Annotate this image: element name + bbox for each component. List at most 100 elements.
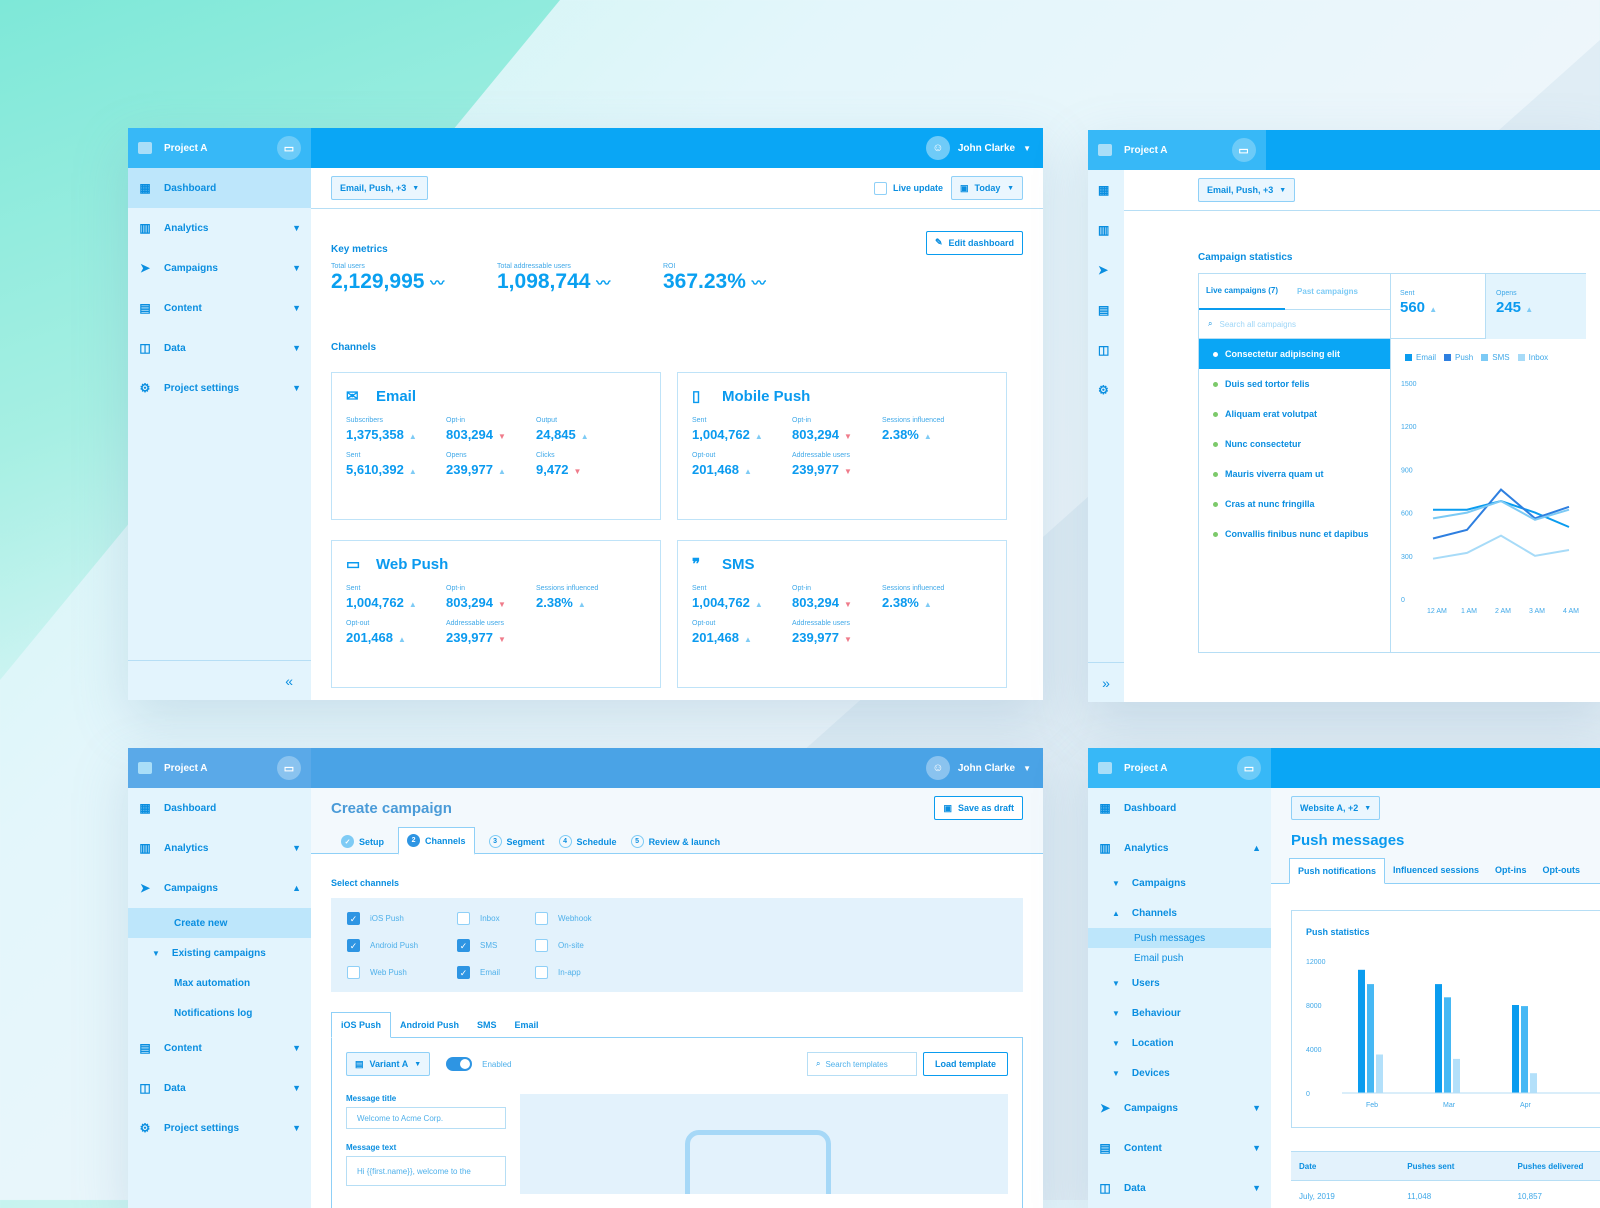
expand-sidebar-button[interactable]: » [1088, 662, 1124, 702]
nav-analytics[interactable]: ▥ Analytics ▲ [1088, 828, 1271, 868]
nav-content[interactable]: ▤ Content ▼ [128, 288, 311, 328]
nav-push-messages[interactable]: Push messages [1088, 928, 1271, 948]
website-filter-dropdown[interactable]: Website A, +2 ▼ [1291, 796, 1381, 820]
nav-analytics[interactable]: ▥ Analytics ▼ [128, 208, 311, 248]
checkbox-checked[interactable]: ✓ [347, 938, 360, 952]
live-update-toggle[interactable]: Live update [873, 181, 943, 195]
enabled-toggle[interactable] [446, 1057, 473, 1071]
channel-option[interactable]: Webhook [535, 910, 635, 926]
nav-analytics-icon[interactable]: ▥ [1088, 210, 1124, 250]
checkbox-unchecked[interactable] [457, 911, 470, 925]
avatar[interactable]: ☺ [925, 756, 950, 780]
step-review-launch[interactable]: 5 Review & launch [630, 829, 720, 854]
channel-option[interactable]: ✓ iOS Push [347, 910, 457, 926]
step-schedule[interactable]: 4 Schedule [558, 829, 617, 854]
column-header[interactable]: Date [1299, 1161, 1317, 1171]
nav-campaigns[interactable]: ➤ Campaigns ▼ [128, 248, 311, 288]
nav-dashboard-icon[interactable]: ▦ [1088, 170, 1124, 210]
nav-data-icon[interactable]: ◫ [1088, 330, 1124, 370]
campaign-list-item[interactable]: Cras at nunc fringilla [1199, 489, 1390, 519]
load-template-button[interactable]: Load template [922, 1052, 1008, 1076]
nav-sub-users[interactable]: ▼ Users [1088, 968, 1271, 998]
column-header[interactable]: Pushes sent [1407, 1161, 1455, 1171]
channel-option[interactable]: On-site [535, 937, 635, 953]
tab-influenced-sessions[interactable]: Influenced sessions [1393, 865, 1480, 875]
channel-option[interactable]: ✓ SMS [457, 937, 535, 953]
channel-filter-dropdown[interactable]: Email, Push, +3 ▼ [1198, 178, 1296, 202]
variant-dropdown[interactable]: ▤ Variant A ▼ [346, 1052, 431, 1076]
column-header[interactable]: Pushes delivered [1517, 1161, 1584, 1171]
campaign-list-item[interactable]: Consectetur adipiscing elit [1199, 339, 1390, 369]
tab-opt-ins[interactable]: Opt-ins [1495, 865, 1527, 875]
campaign-list-item[interactable]: Aliquam erat volutpat [1199, 399, 1390, 429]
campaign-search-input[interactable]: ⌕ Search all campaigns [1199, 310, 1390, 339]
nav-dashboard[interactable]: ▦ Dashboard [128, 788, 311, 828]
nav-sub-devices[interactable]: ▼ Devices [1088, 1058, 1271, 1088]
nav-settings[interactable]: ⚙ Project settings ▼ [128, 1108, 311, 1148]
nav-dashboard[interactable]: ▦ Dashboard [128, 168, 311, 208]
folder-icon[interactable]: ▭ [277, 756, 301, 780]
tab-live-campaigns[interactable]: Live campaigns (7) [1199, 274, 1286, 310]
channel-option[interactable]: ✓ Android Push [347, 937, 457, 953]
nav-content[interactable]: ▤ Content ▼ [1088, 1128, 1271, 1168]
channel-option[interactable]: In-app [535, 964, 635, 980]
tab-past-campaigns[interactable]: Past campaigns [1297, 287, 1358, 296]
channel-option[interactable]: ✓ Email [457, 964, 535, 980]
nav-dashboard[interactable]: ▦ Dashboard [1088, 788, 1271, 828]
live-update-checkbox[interactable] [873, 181, 887, 195]
nav-sub-behaviour[interactable]: ▼ Behaviour [1088, 998, 1271, 1028]
folder-icon[interactable]: ▭ [1237, 756, 1261, 780]
campaign-list-item[interactable]: Mauris viverra quam ut [1199, 459, 1390, 489]
checkbox-checked[interactable]: ✓ [457, 938, 470, 952]
step-segment[interactable]: 3 Segment [488, 829, 545, 854]
tab-opt-outs[interactable]: Opt-outs [1542, 865, 1581, 875]
nav-email-push[interactable]: Email push [1088, 948, 1271, 968]
checkbox-checked[interactable]: ✓ [457, 965, 470, 979]
nav-campaigns[interactable]: ➤ Campaigns ▲ [128, 868, 311, 908]
checkbox-unchecked[interactable] [535, 911, 548, 925]
checkbox-unchecked[interactable] [535, 938, 548, 952]
campaign-list-item[interactable]: Nunc consectetur [1199, 429, 1390, 459]
chevron-down-icon[interactable]: ▼ [1023, 763, 1031, 773]
avatar[interactable]: ☺ [925, 136, 950, 160]
channel-option[interactable]: Inbox [457, 910, 535, 926]
tab-email[interactable]: Email [514, 1020, 539, 1030]
nav-content-icon[interactable]: ▤ [1088, 290, 1124, 330]
nav-analytics[interactable]: ▥ Analytics ▼ [128, 828, 311, 868]
tab-android-push[interactable]: Android Push [400, 1020, 460, 1030]
nav-data[interactable]: ◫ Data ▼ [128, 328, 311, 368]
user-name[interactable]: John Clarke [957, 762, 1016, 774]
nav-sub-location[interactable]: ▼ Location [1088, 1028, 1271, 1058]
checkbox-unchecked[interactable] [347, 965, 360, 979]
message-text-input[interactable]: Hi {{first.name}}, welcome to the [346, 1156, 506, 1186]
tab-sms[interactable]: SMS [477, 1020, 497, 1030]
channel-option[interactable]: Web Push [347, 964, 457, 980]
tab-ios-push[interactable]: iOS Push [331, 1012, 392, 1038]
step-setup[interactable]: ✓ Setup [341, 829, 384, 854]
search-templates-input[interactable]: ⌕ Search templates [806, 1052, 917, 1076]
nav-data[interactable]: ◫ Data ▼ [1088, 1168, 1271, 1208]
collapse-sidebar-button[interactable]: « [128, 660, 311, 700]
edit-dashboard-button[interactable]: ✎ Edit dashboard [925, 230, 1023, 255]
campaign-list-item[interactable]: Convallis finibus nunc et dapibus [1199, 519, 1390, 549]
channel-filter-dropdown[interactable]: Email, Push, +3 ▼ [331, 176, 429, 200]
nav-content[interactable]: ▤ Content ▼ [128, 1028, 311, 1068]
nav-max-automation[interactable]: Max automation [128, 968, 311, 998]
nav-sub-campaigns[interactable]: ▼ Campaigns [1088, 868, 1271, 898]
nav-campaigns[interactable]: ➤ Campaigns ▼ [1088, 1088, 1271, 1128]
step-channels[interactable]: 2 Channels [398, 827, 475, 855]
tab-push-notifications[interactable]: Push notifications [1289, 858, 1386, 884]
nav-settings[interactable]: ⚙ Project settings ▼ [128, 368, 311, 408]
chevron-down-icon[interactable]: ▼ [1023, 143, 1031, 153]
folder-icon[interactable]: ▭ [277, 136, 301, 160]
nav-create-new[interactable]: Create new [128, 908, 311, 938]
checkbox-unchecked[interactable] [535, 965, 548, 979]
nav-settings-icon[interactable]: ⚙ [1088, 370, 1124, 410]
date-dropdown[interactable]: ▣ Today ▼ [951, 176, 1023, 200]
message-title-input[interactable]: Welcome to Acme Corp. [346, 1107, 506, 1129]
nav-campaigns-icon[interactable]: ➤ [1088, 250, 1124, 290]
nav-existing-campaigns[interactable]: ▼ Existing campaigns [128, 938, 311, 968]
nav-notifications-log[interactable]: Notifications log [128, 998, 311, 1028]
campaign-list-item[interactable]: Duis sed tortor felis [1199, 369, 1390, 399]
nav-data[interactable]: ◫ Data ▼ [128, 1068, 311, 1108]
